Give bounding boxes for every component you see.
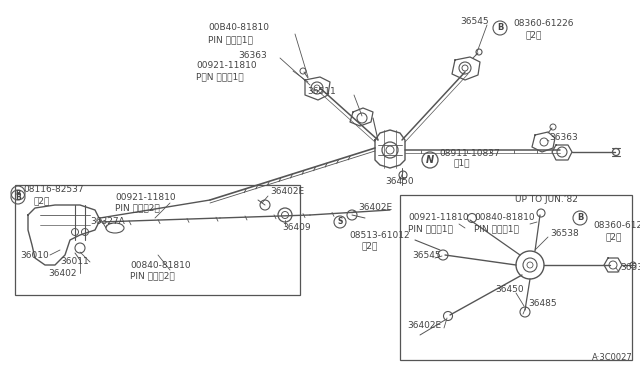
Text: （1）: （1）	[453, 158, 470, 167]
Text: UP TO JUN.’82: UP TO JUN.’82	[515, 196, 578, 205]
Text: 08360-61226: 08360-61226	[593, 221, 640, 231]
Text: PIN ピン（1）: PIN ピン（1）	[208, 35, 253, 45]
Text: 08513-61012: 08513-61012	[349, 231, 410, 240]
Text: PイN ピン（1）: PイN ピン（1）	[196, 73, 244, 81]
Text: 36538: 36538	[550, 230, 579, 238]
Text: 08911-10837: 08911-10837	[439, 148, 500, 157]
Text: 00921-11810: 00921-11810	[408, 214, 468, 222]
Text: 36511: 36511	[307, 87, 336, 96]
Text: 00840-81810: 00840-81810	[474, 214, 534, 222]
Text: 36011: 36011	[60, 257, 89, 266]
Text: 08116-82537: 08116-82537	[23, 186, 84, 195]
Text: B: B	[15, 192, 21, 202]
Text: 00921-11810: 00921-11810	[196, 61, 257, 70]
Bar	[15, 185, 300, 295]
Text: 36402E: 36402E	[407, 321, 441, 330]
Text: 36409: 36409	[282, 224, 310, 232]
Text: 36363: 36363	[238, 51, 267, 60]
Text: 36363: 36363	[549, 134, 578, 142]
Text: （2）: （2）	[605, 232, 621, 241]
Text: 36485: 36485	[528, 298, 557, 308]
Text: S: S	[337, 218, 342, 227]
Text: N: N	[426, 155, 434, 165]
Text: （2）: （2）	[33, 196, 49, 205]
Text: B: B	[15, 190, 20, 196]
Text: A·3C0027: A·3C0027	[592, 353, 633, 362]
Bar	[400, 195, 632, 360]
Text: 36545: 36545	[412, 250, 440, 260]
Text: （2）: （2）	[361, 241, 378, 250]
Text: 36402: 36402	[48, 269, 77, 278]
Text: 36327A: 36327A	[90, 218, 125, 227]
Text: PIN ピン（2）: PIN ピン（2）	[115, 203, 160, 212]
Text: PIN ピン（1）: PIN ピン（1）	[474, 224, 519, 234]
Text: B: B	[497, 23, 503, 32]
Text: 36010: 36010	[20, 250, 49, 260]
Text: 36402E: 36402E	[270, 187, 304, 196]
Text: 36545: 36545	[460, 17, 488, 26]
Text: 00840-81810: 00840-81810	[130, 260, 191, 269]
Text: 08360-61226: 08360-61226	[513, 19, 573, 29]
Text: 36539: 36539	[620, 263, 640, 273]
Text: （2）: （2）	[525, 31, 541, 39]
Text: 00921-11810: 00921-11810	[115, 192, 175, 202]
Text: PIN ピン（1）: PIN ピン（1）	[408, 224, 453, 234]
Text: 36450: 36450	[495, 285, 524, 295]
Text: PIN ピン（2）: PIN ピン（2）	[130, 272, 175, 280]
Text: 36402E: 36402E	[358, 202, 392, 212]
Text: 00B40-81810: 00B40-81810	[208, 23, 269, 32]
Text: B: B	[577, 214, 583, 222]
Text: 36450: 36450	[385, 177, 413, 186]
